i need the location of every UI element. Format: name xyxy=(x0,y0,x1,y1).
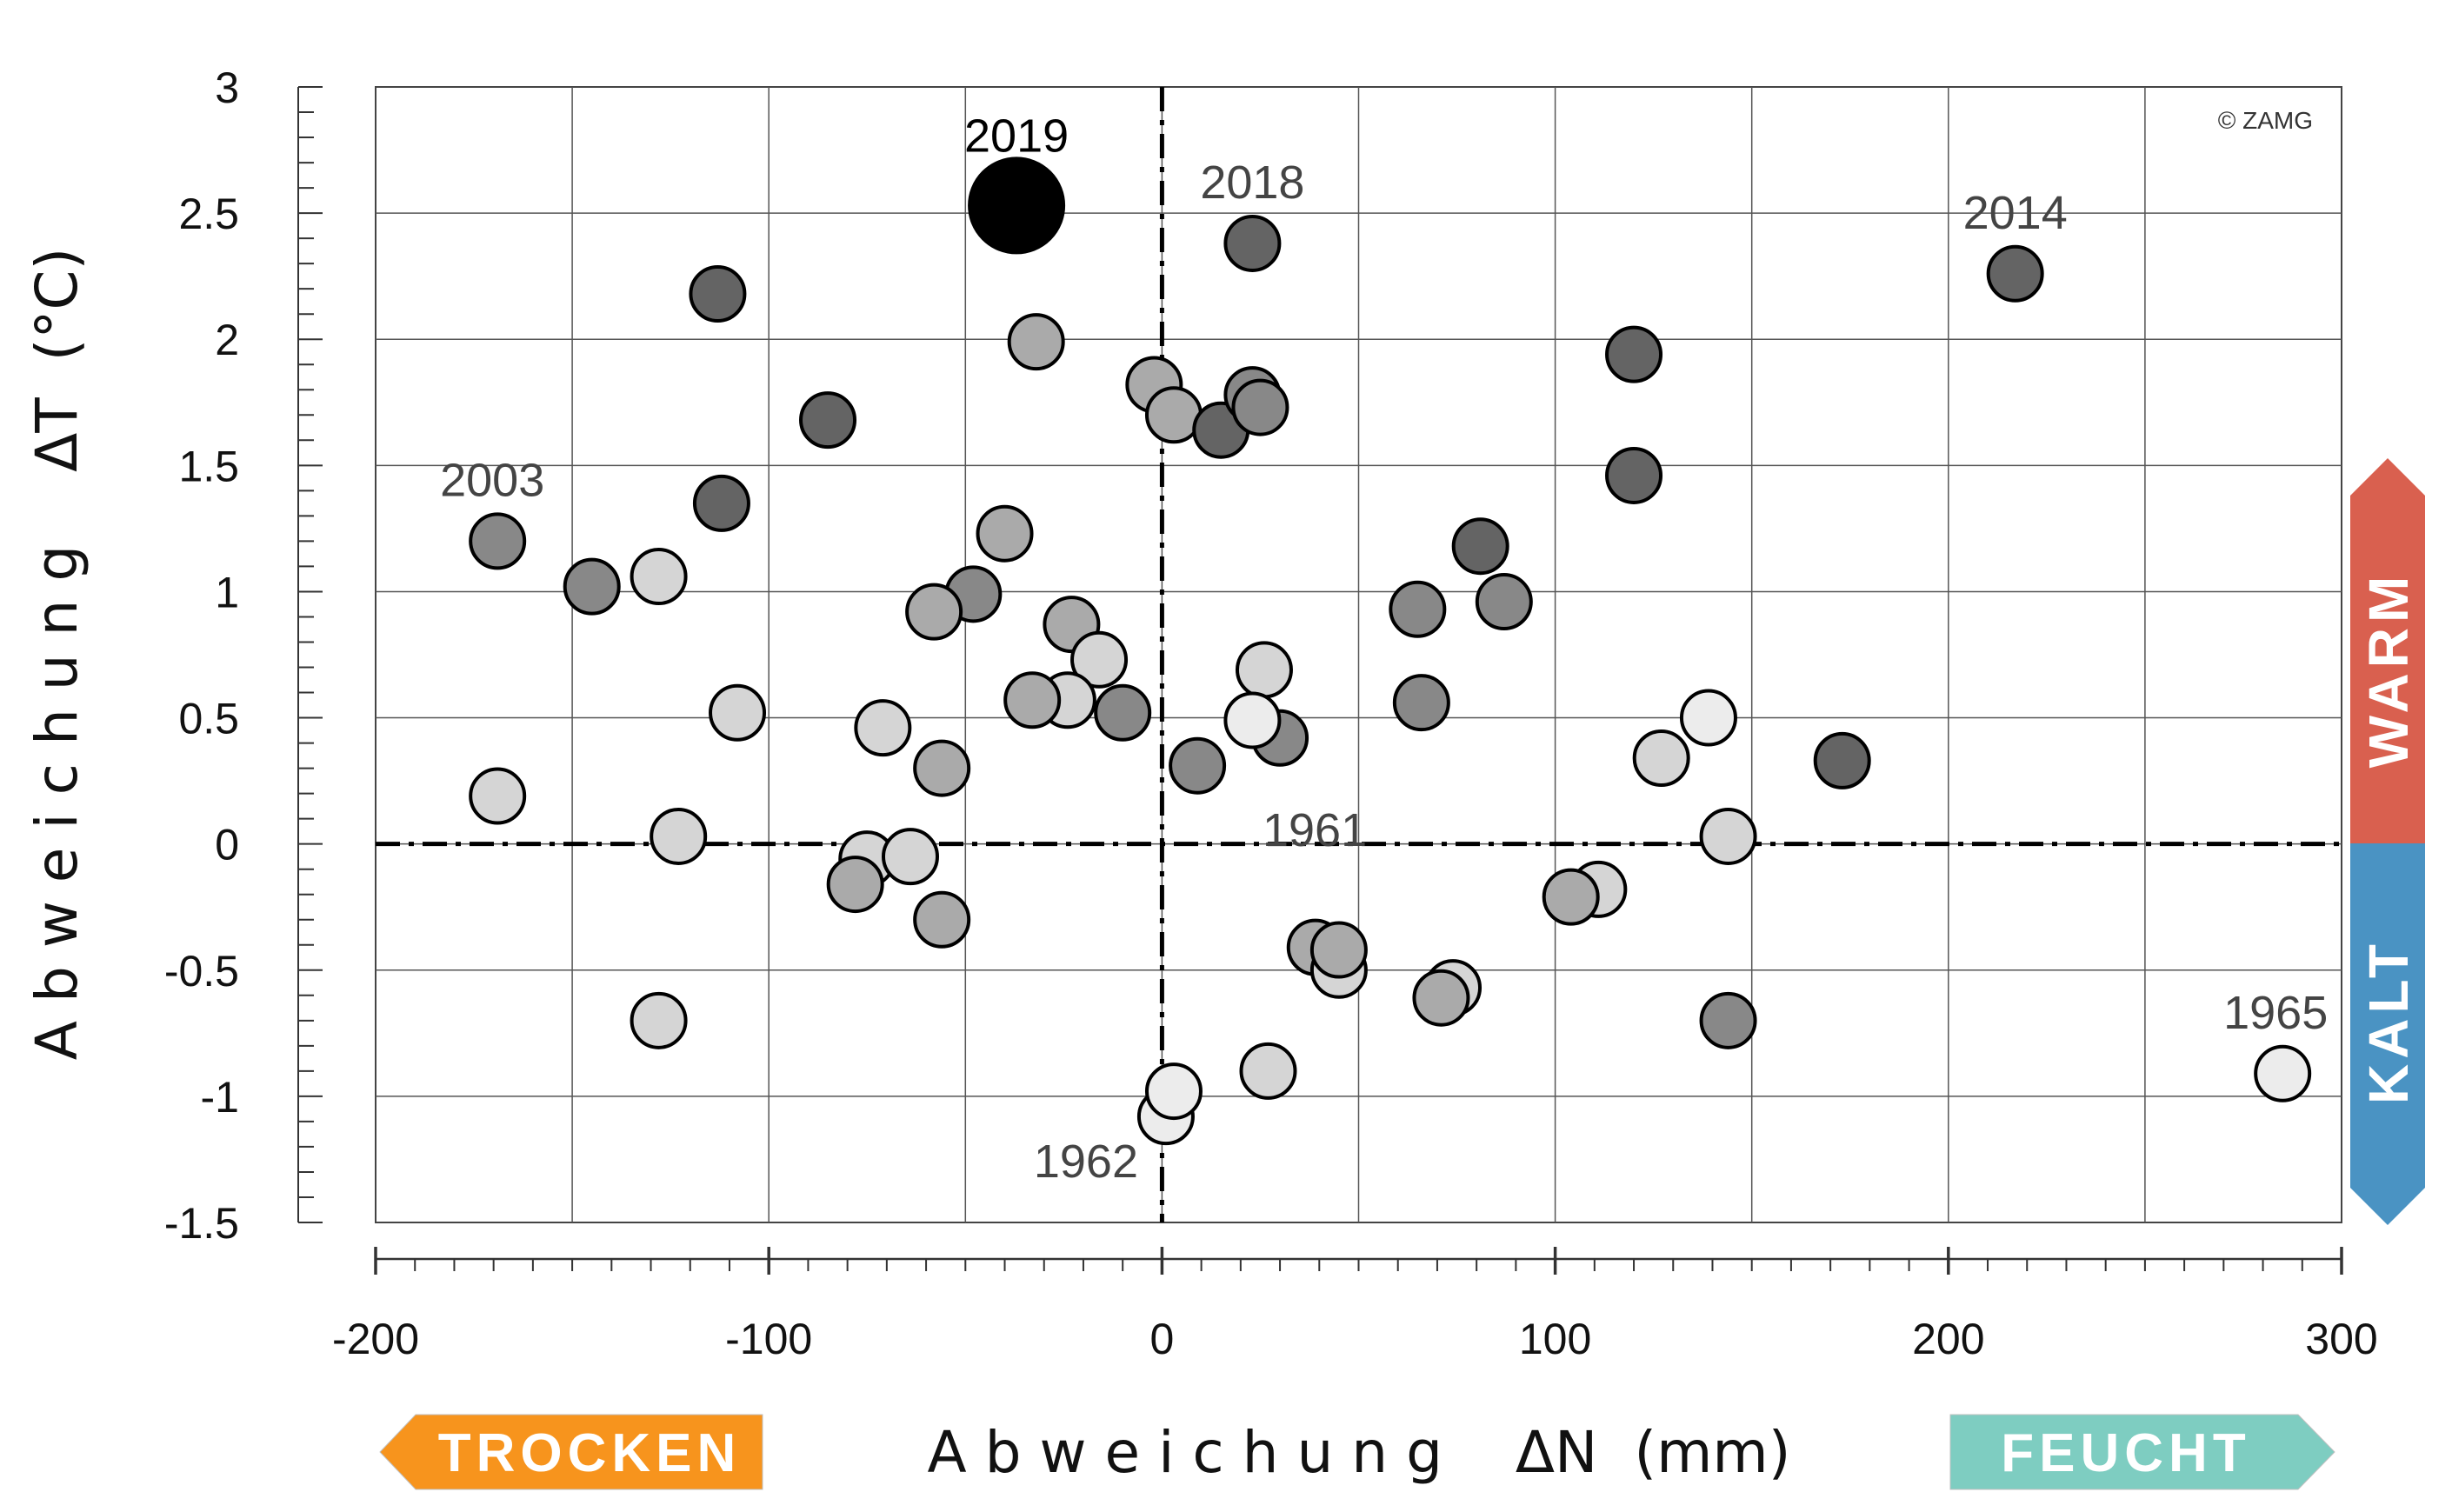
y-tick-label: -0.5 xyxy=(164,947,239,996)
data-point xyxy=(1451,517,1509,576)
cold-arrow-shape xyxy=(2350,843,2425,1225)
y-tick-labels: 3 2.5 2 1.5 1 0.5 0 -0.5 -1 -1.5 xyxy=(164,63,239,1248)
warm-tag-label: WARM xyxy=(2357,571,2420,769)
x-axis-title: A b w e i c h u n g ΔN (mm) xyxy=(928,1419,1791,1486)
x-tick-labels: -200 -100 0 100 200 300 xyxy=(332,1315,2378,1363)
x-tick-label: 200 xyxy=(1912,1315,1984,1363)
data-point xyxy=(976,504,1034,563)
point-label-2018: 2018 xyxy=(1200,157,1304,209)
data-point-2003 xyxy=(469,512,527,570)
data-point xyxy=(1094,683,1152,742)
data-point xyxy=(1542,868,1600,926)
x-tick-label: -200 xyxy=(332,1315,419,1363)
x-tick-label: 100 xyxy=(1519,1315,1591,1363)
y-tick-label: 2.5 xyxy=(178,190,239,238)
data-points xyxy=(469,157,2312,1146)
data-point xyxy=(1475,573,1533,631)
data-point xyxy=(1605,325,1663,383)
dry-tag-label: TROCKEN xyxy=(438,1423,742,1483)
data-point xyxy=(854,699,912,757)
data-point xyxy=(709,683,767,742)
data-point xyxy=(1605,446,1663,504)
cold-tag-label: KALT xyxy=(2357,939,2420,1104)
data-point xyxy=(799,391,857,450)
data-point xyxy=(689,264,747,323)
y-tick-label: 2 xyxy=(215,316,239,364)
y-tick-label: -1 xyxy=(201,1073,239,1122)
data-point xyxy=(630,991,688,1049)
data-point xyxy=(469,767,527,825)
data-point xyxy=(1235,641,1293,699)
y-tick-label: 0 xyxy=(215,821,239,869)
data-point xyxy=(1144,1062,1203,1121)
dry-arrow-shape xyxy=(379,1414,763,1490)
data-point xyxy=(650,807,708,865)
data-point xyxy=(1223,691,1282,749)
y-tick-label: 1 xyxy=(215,568,239,616)
point-label-1961: 1961 xyxy=(1263,804,1367,856)
data-point xyxy=(1632,729,1690,787)
data-point xyxy=(1007,313,1065,371)
data-point-2018 xyxy=(1223,214,1282,272)
data-point xyxy=(1231,378,1289,436)
data-point xyxy=(1003,671,1062,729)
data-point xyxy=(913,739,971,797)
data-point xyxy=(630,548,688,606)
point-label-2019: 2019 xyxy=(964,110,1069,162)
x-tick-label: 300 xyxy=(2305,1315,2377,1363)
wet-arrow-shape xyxy=(1949,1414,2335,1490)
data-point xyxy=(1813,731,1871,789)
y-tick-label: 0.5 xyxy=(178,695,239,743)
warm-arrow-shape xyxy=(2350,458,2425,843)
data-point xyxy=(692,474,750,532)
dry-tag: TROCKEN xyxy=(379,1414,763,1490)
warm-cold-indicator: WARM KALT xyxy=(2350,458,2425,1225)
x-tick-label: 0 xyxy=(1149,1315,1174,1363)
data-point xyxy=(1392,674,1450,732)
data-point-2019 xyxy=(968,157,1066,255)
data-point xyxy=(1239,1042,1297,1100)
wet-tag-label: FEUCHT xyxy=(2001,1423,2250,1483)
minor-ticks xyxy=(297,86,2343,1275)
data-point xyxy=(905,583,963,641)
data-point xyxy=(1412,969,1470,1027)
data-point xyxy=(1699,807,1757,865)
data-point xyxy=(563,557,621,616)
point-label-1965: 1965 xyxy=(2223,987,2328,1039)
data-point xyxy=(881,828,939,886)
y-tick-label: -1.5 xyxy=(164,1199,239,1248)
y-tick-label: 3 xyxy=(215,63,239,112)
point-label-2014: 2014 xyxy=(1963,187,2068,239)
y-axis-title: A b w e i c h u n g ΔT (°C) xyxy=(23,248,90,1060)
wet-tag: FEUCHT xyxy=(1949,1414,2335,1490)
data-point xyxy=(1070,630,1129,689)
data-point xyxy=(913,890,971,949)
data-point xyxy=(1169,736,1227,795)
point-label-2003: 2003 xyxy=(440,454,544,506)
point-label-1962: 1962 xyxy=(1034,1136,1138,1188)
y-tick-label: 1.5 xyxy=(178,442,239,490)
data-point xyxy=(1389,580,1447,638)
data-point xyxy=(1679,689,1737,747)
credit-text: © ZAMG xyxy=(2218,107,2313,134)
point-labels: 2019 2018 2014 2003 1965 1962 1961 xyxy=(440,110,2328,1188)
data-point xyxy=(826,856,884,914)
data-point-2014 xyxy=(1986,244,2044,303)
data-point xyxy=(1309,921,1368,979)
data-point-1965 xyxy=(2254,1044,2312,1102)
x-tick-label: -100 xyxy=(725,1315,812,1363)
data-point xyxy=(1699,991,1757,1049)
